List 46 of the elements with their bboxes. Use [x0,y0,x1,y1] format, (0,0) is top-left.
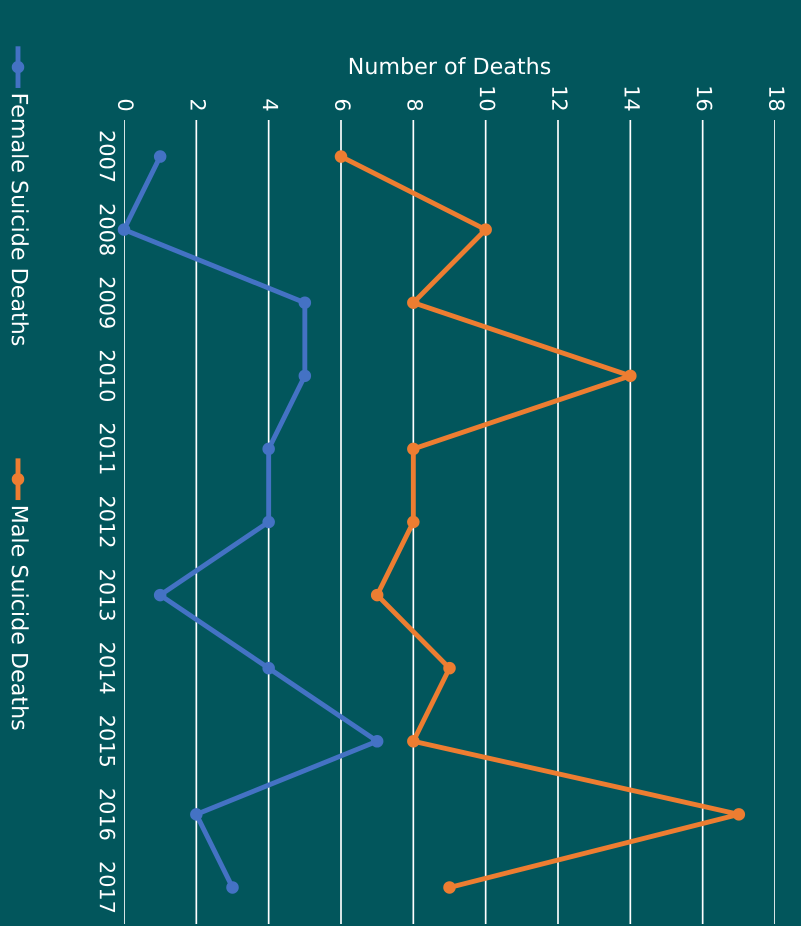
point [732,808,746,821]
point [226,881,239,894]
y-tick-label: 2012 [100,497,116,546]
point [407,735,420,748]
point [479,223,492,236]
y-tick-label: 2016 [100,789,116,840]
y-tick-label: 2010 [100,350,116,401]
x-tick-label: 14 [624,87,640,110]
point [443,881,456,894]
legend-label: Male Suicide Deaths [12,506,29,730]
x-tick-label: 8 [407,100,424,110]
point [262,662,275,674]
x-tick-label: 2 [190,100,206,110]
x-tick-label: 12 [552,87,568,110]
y-tick-label: 2007 [100,132,116,182]
x-axis-title: Number of Deaths [350,57,550,74]
point [190,808,203,821]
point [298,296,312,309]
point [370,735,384,748]
x-tick-label: 10 [480,87,496,110]
point [334,150,348,163]
y-tick-label: 2009 [100,278,116,328]
y-tick-label: 2013 [100,570,116,620]
legend-label: Female Suicide Deaths [12,94,29,346]
point [118,223,130,236]
point [443,662,456,674]
point [154,588,166,602]
point [624,370,637,382]
point [262,442,275,456]
y-tick-label: 2011 [100,424,116,474]
x-tick-label: 18 [768,87,785,110]
point [370,588,384,602]
y-tick-label: 2014 [100,643,116,694]
point [407,296,420,309]
x-tick-label: 6 [334,100,351,110]
point [298,370,312,382]
y-tick-label: 2008 [100,204,116,255]
y-tick-label: 2017 [100,862,116,912]
point [154,150,166,163]
x-tick-label: 16 [696,87,712,110]
x-tick-label: 4 [262,99,278,110]
point [262,516,275,528]
y-tick-label: 2015 [100,716,116,766]
point [407,516,420,528]
point [407,442,420,456]
x-tick-label: 0 [118,100,134,110]
